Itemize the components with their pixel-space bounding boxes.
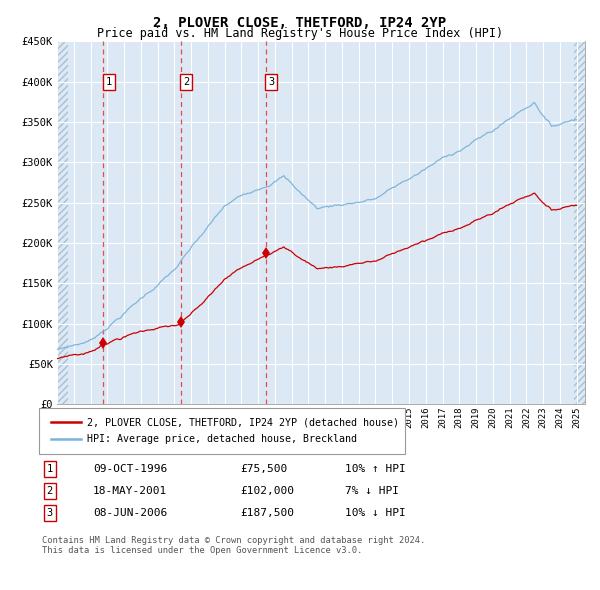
Text: 2, PLOVER CLOSE, THETFORD, IP24 2YP: 2, PLOVER CLOSE, THETFORD, IP24 2YP bbox=[154, 16, 446, 30]
Text: 2: 2 bbox=[183, 77, 189, 87]
Text: 3: 3 bbox=[268, 77, 274, 87]
Text: 09-OCT-1996: 09-OCT-1996 bbox=[93, 464, 167, 474]
Text: 3: 3 bbox=[47, 509, 53, 518]
Text: 7% ↓ HPI: 7% ↓ HPI bbox=[345, 486, 399, 496]
Text: 1: 1 bbox=[47, 464, 53, 474]
Bar bbox=[57, 41, 68, 404]
Text: 1: 1 bbox=[106, 77, 112, 87]
Text: 10% ↑ HPI: 10% ↑ HPI bbox=[345, 464, 406, 474]
Text: Contains HM Land Registry data © Crown copyright and database right 2024.
This d: Contains HM Land Registry data © Crown c… bbox=[42, 536, 425, 555]
Text: £102,000: £102,000 bbox=[240, 486, 294, 496]
Text: 2, PLOVER CLOSE, THETFORD, IP24 2YP (detached house): 2, PLOVER CLOSE, THETFORD, IP24 2YP (det… bbox=[87, 418, 399, 428]
Bar bbox=[574, 41, 585, 404]
Text: HPI: Average price, detached house, Breckland: HPI: Average price, detached house, Brec… bbox=[87, 434, 357, 444]
Text: £187,500: £187,500 bbox=[240, 509, 294, 518]
Text: 10% ↓ HPI: 10% ↓ HPI bbox=[345, 509, 406, 518]
Text: £75,500: £75,500 bbox=[240, 464, 287, 474]
Text: 2: 2 bbox=[47, 486, 53, 496]
Text: Price paid vs. HM Land Registry's House Price Index (HPI): Price paid vs. HM Land Registry's House … bbox=[97, 27, 503, 40]
Text: 18-MAY-2001: 18-MAY-2001 bbox=[93, 486, 167, 496]
Text: 08-JUN-2006: 08-JUN-2006 bbox=[93, 509, 167, 518]
